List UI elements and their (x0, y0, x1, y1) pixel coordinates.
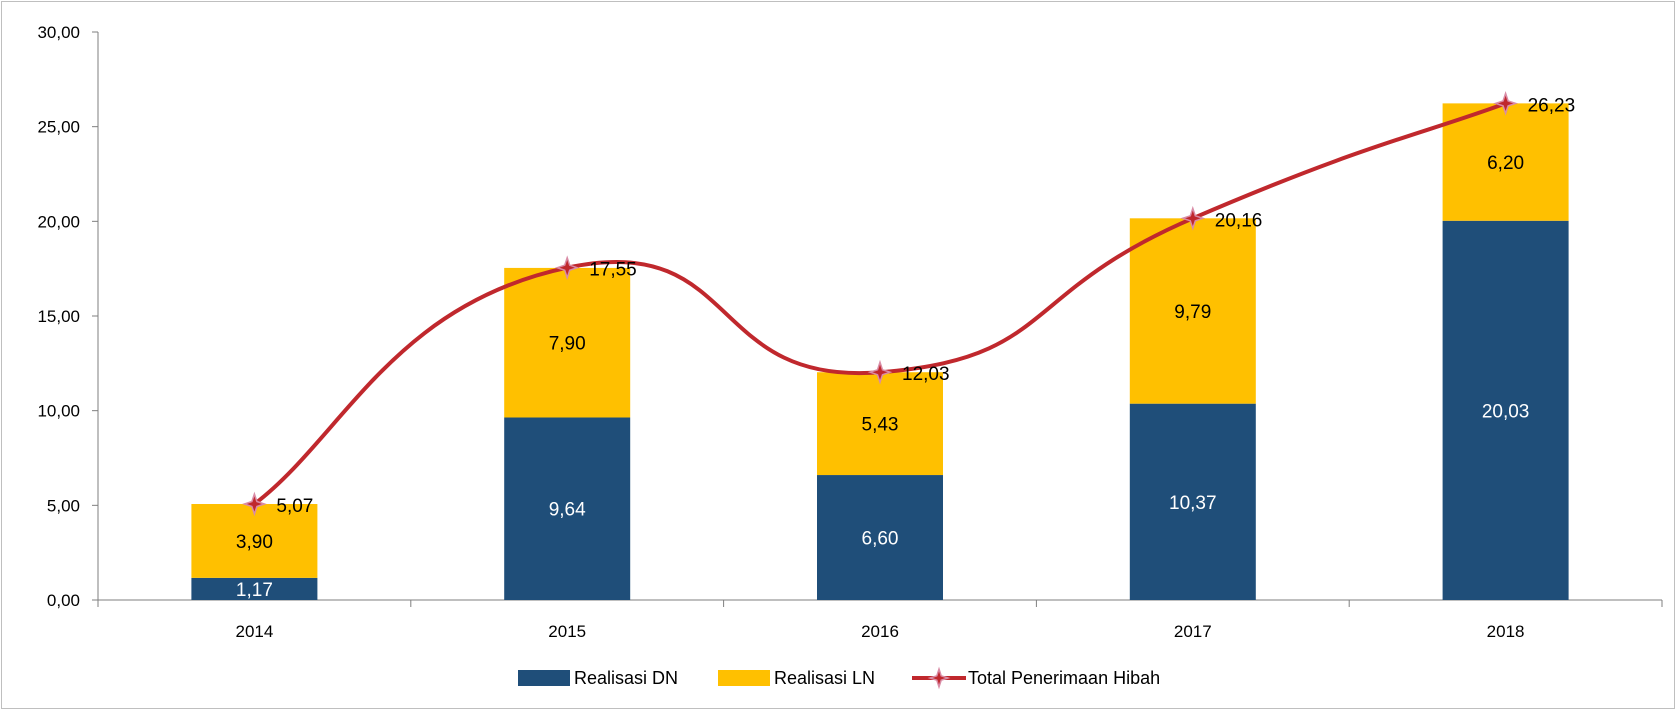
data-labels: 1,17 3,90 9,64 7,90 6,60 5,43 10,37 9,79 20,03 6,… (236, 95, 1575, 601)
data-label-realisasi-dn: 6,60 (862, 529, 899, 550)
data-label-realisasi-ln: 7,90 (549, 334, 586, 355)
y-tick-label: 25,00 (37, 118, 80, 137)
bar-realisasi-dn (817, 475, 943, 600)
point-total-penerimaan-hibah (867, 359, 893, 385)
bar-realisasi-dn (191, 577, 318, 600)
bars (191, 103, 1569, 601)
x-tick-label: 2017 (1174, 622, 1212, 641)
line-layer (242, 91, 1518, 517)
bar-realisasi-dn (504, 417, 631, 600)
bar-realisasi-ln (1129, 218, 1256, 404)
legend-marker-total-penerimaan-hibah (927, 666, 951, 690)
bar-realisasi-dn (1129, 403, 1256, 600)
data-label-realisasi-ln: 5,43 (862, 415, 899, 436)
y-tick-label: 30,00 (37, 23, 80, 42)
y-tick-label: 0,00 (47, 591, 80, 610)
point-total-penerimaan-hibah (1493, 91, 1518, 116)
y-tick-label: 5,00 (47, 496, 80, 515)
legend-swatch-realisasi-dn (518, 670, 570, 686)
data-label-total-penerimaan-hibah: 17,55 (589, 260, 637, 281)
data-label-realisasi-ln: 3,90 (236, 532, 273, 553)
data-label-realisasi-dn: 1,17 (236, 580, 273, 601)
x-tick-label: 2014 (235, 622, 273, 641)
data-label-realisasi-dn: 20,03 (1482, 401, 1530, 422)
bar-realisasi-ln (504, 267, 631, 418)
data-label-realisasi-ln: 6,20 (1487, 153, 1524, 174)
x-tick-label: 2015 (548, 622, 586, 641)
x-tick-label: 2018 (1487, 622, 1525, 641)
bar-realisasi-ln (1442, 103, 1569, 221)
point-total-penerimaan-hibah (1180, 205, 1206, 231)
data-label-total-penerimaan-hibah: 26,23 (1528, 95, 1576, 116)
data-label-total-penerimaan-hibah: 20,16 (1215, 210, 1263, 231)
data-label-realisasi-ln: 9,79 (1174, 302, 1211, 323)
legend: Realisasi DN Realisasi LN Total Penerimaan… (518, 666, 1160, 690)
bar-realisasi-ln (817, 372, 943, 476)
legend-label-realisasi-dn: Realisasi DN (574, 668, 678, 688)
line-total-penerimaan-hibah (253, 101, 1507, 506)
y-tick-label: 15,00 (37, 307, 80, 326)
point-total-penerimaan-hibah (554, 255, 580, 281)
point-total-penerimaan-hibah (242, 491, 267, 517)
x-tick-label: 2016 (861, 622, 899, 641)
legend-label-realisasi-ln: Realisasi LN (774, 668, 875, 688)
data-label-realisasi-dn: 10,37 (1169, 493, 1217, 514)
y-tick-label: 10,00 (37, 402, 80, 421)
legend-label-total-penerimaan-hibah: Total Penerimaan Hibah (968, 668, 1160, 688)
legend-swatch-realisasi-ln (718, 670, 770, 686)
data-label-total-penerimaan-hibah: 5,07 (276, 496, 313, 517)
bar-realisasi-dn (1442, 220, 1569, 601)
data-label-total-penerimaan-hibah: 12,03 (902, 364, 950, 385)
y-tick-label: 20,00 (37, 212, 80, 231)
data-label-realisasi-dn: 9,64 (549, 500, 586, 521)
